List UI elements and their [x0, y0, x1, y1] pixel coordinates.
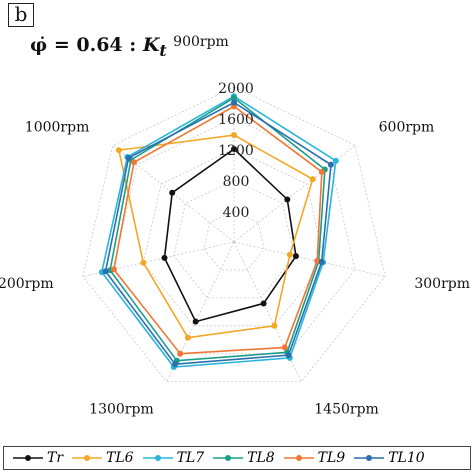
formula-sub: t	[159, 40, 167, 60]
formula-eq: = 0.64 :	[47, 34, 143, 56]
point-TL10-900rpm	[231, 99, 237, 106]
tick-label-1200: 1200	[218, 143, 254, 159]
axis-label-1450rpm: 1450rpm	[314, 402, 379, 418]
tick-label-800: 800	[223, 174, 250, 190]
radar-axis-labels: 900rpm 600rpm 300rpm 1450rpm 1300rpm 1200rpm 1…	[0, 34, 470, 418]
point-TL8-900rpm	[231, 94, 237, 101]
legend-item-TL8: TL8	[213, 450, 275, 466]
legend-swatch-TL6	[72, 455, 103, 461]
series-line-TL8	[109, 96, 326, 362]
legend-swatch-TL9	[283, 455, 314, 461]
tick-label-1600: 1600	[218, 112, 254, 128]
point-TL6-1200rpm	[140, 259, 147, 266]
series-line-TL7	[100, 95, 337, 368]
point-TL9-600rpm	[318, 168, 325, 175]
point-TL7-600rpm	[332, 157, 339, 164]
legend-swatch-TL10	[354, 455, 385, 461]
radar-grid	[82, 86, 386, 383]
grid-spoke-2	[233, 241, 386, 277]
series-line-TL9	[113, 105, 323, 355]
series-line-Tr	[163, 147, 297, 323]
chart-formula-title: φ̇ = 0.64 : Kt	[30, 34, 167, 60]
point-TL6-1000rpm	[115, 147, 122, 154]
legend-label-TL8: TL8	[247, 450, 275, 466]
legend-label-Tr: Tr	[47, 450, 64, 466]
radar-ticks: 400 800 1200 1600 2000	[218, 81, 254, 221]
formula-lhs: φ̇	[30, 34, 48, 56]
legend-label-TL6: TL6	[106, 450, 134, 466]
axis-label-1300rpm: 1300rpm	[89, 402, 154, 418]
point-TL9-1450rpm	[281, 344, 288, 351]
point-TL10-600rpm	[327, 161, 334, 168]
legend: Tr TL6 TL7 TL8 TL9 TL10	[3, 446, 471, 470]
legend-label-TL10: TL10	[388, 450, 425, 466]
point-TL10-1000rpm	[125, 154, 132, 161]
point-TL6-1300rpm	[184, 334, 191, 341]
point-Tr-1300rpm	[192, 318, 199, 325]
axis-label-900rpm: 900rpm	[173, 34, 229, 50]
point-TL6-900rpm	[231, 132, 237, 139]
point-Tr-1000rpm	[169, 189, 176, 196]
point-TL6-300rpm	[286, 251, 293, 258]
point-TL9-1300rpm	[177, 350, 184, 357]
panel-label: b	[8, 3, 34, 27]
point-TL6-600rpm	[309, 176, 316, 183]
tick-label-400: 400	[223, 205, 250, 221]
axis-label-1200rpm: 1200rpm	[0, 276, 54, 292]
grid-ring-800	[173, 179, 295, 299]
legend-label-TL7: TL7	[176, 450, 205, 466]
legend-item-Tr: Tr	[13, 450, 63, 466]
radar-series	[98, 93, 339, 370]
legend-item-TL6: TL6	[72, 450, 134, 466]
legend-item-TL9: TL9	[283, 450, 346, 466]
point-TL10-1450rpm	[285, 352, 292, 359]
point-Tr-300rpm	[292, 253, 299, 260]
axis-label-300rpm: 300rpm	[414, 276, 470, 292]
legend-swatch-TL8	[213, 455, 244, 461]
point-Tr-600rpm	[284, 196, 291, 203]
legend-item-TL10: TL10	[354, 450, 425, 466]
legend-swatch-Tr	[13, 455, 43, 461]
axis-label-600rpm: 600rpm	[379, 120, 435, 136]
point-TL9-1200rpm	[110, 266, 117, 273]
point-Tr-900rpm	[231, 146, 237, 152]
axis-label-1000rpm: 1000rpm	[25, 120, 90, 136]
legend-item-TL7: TL7	[142, 450, 205, 466]
legend-label-TL9: TL9	[317, 450, 346, 466]
point-Tr-1200rpm	[161, 254, 168, 261]
point-TL10-1200rpm	[102, 268, 109, 275]
tick-label-2000: 2000	[218, 81, 254, 97]
radar-chart: 400 800 1200 1600 2000 900rpm 600rpm 300rpm 145…	[0, 34, 470, 418]
formula-var: K	[142, 34, 160, 56]
point-TL10-1300rpm	[172, 361, 179, 368]
grid-ring-400	[203, 210, 265, 271]
grid-ring-2000	[82, 86, 386, 383]
series-line-TL6	[117, 134, 314, 339]
series-line-TL10	[104, 101, 332, 366]
point-TL6-1450rpm	[271, 322, 278, 329]
point-TL10-300rpm	[318, 259, 325, 266]
point-Tr-1450rpm	[260, 300, 267, 307]
grid-ring-1600	[112, 117, 356, 355]
point-TL9-1000rpm	[131, 159, 138, 166]
point-TL9-300rpm	[314, 257, 321, 264]
legend-swatch-TL7	[142, 455, 173, 461]
